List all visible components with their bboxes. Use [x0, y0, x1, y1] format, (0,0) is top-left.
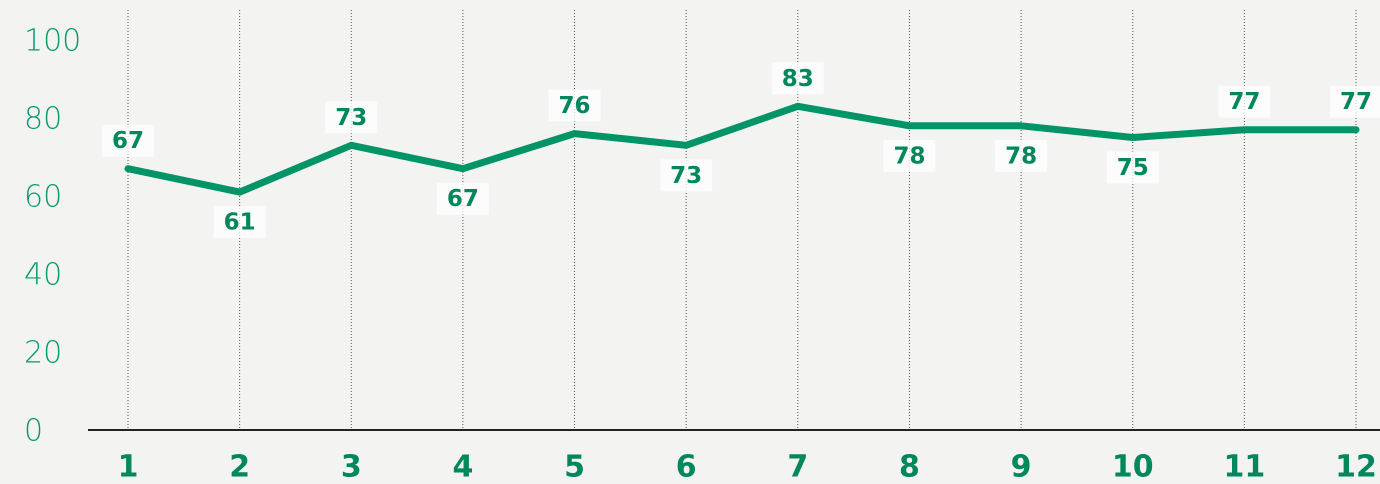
- data-label: 78: [893, 143, 925, 169]
- data-label-bg: [1218, 85, 1271, 118]
- data-label-group: 61: [213, 206, 266, 239]
- y-tick-label: 0: [24, 414, 43, 449]
- x-tick-label: 9: [1011, 450, 1032, 484]
- data-label-group: 78: [995, 139, 1048, 172]
- data-label: 73: [670, 163, 702, 189]
- data-label-bg: [1330, 85, 1380, 118]
- data-label: 67: [112, 128, 144, 154]
- data-label-bg: [102, 124, 154, 157]
- data-label-bg: [771, 62, 824, 95]
- data-label-group: 78: [883, 139, 936, 172]
- data-label: 76: [559, 93, 591, 119]
- line: [124, 102, 1360, 196]
- data-label-group: 83: [771, 62, 824, 95]
- y-tick-label: 40: [24, 258, 62, 293]
- data-label-bg: [995, 139, 1048, 172]
- data-label-group: 73: [325, 101, 378, 134]
- data-label-bg: [548, 89, 601, 122]
- x-tick-label: 8: [899, 450, 920, 484]
- x-tick-label: 11: [1223, 450, 1265, 484]
- x-tick-label: 1: [118, 450, 139, 484]
- data-label: 77: [1228, 89, 1260, 115]
- y-tick-label: 60: [24, 180, 62, 215]
- data-label-group: 67: [436, 182, 489, 215]
- data-label: 83: [782, 66, 814, 92]
- data-label-group: 77: [1330, 85, 1380, 118]
- x-tick-label: 6: [676, 450, 697, 484]
- x-tick-label: 12: [1335, 450, 1377, 484]
- data-label-bg: [436, 182, 489, 215]
- data-label: 67: [447, 186, 479, 212]
- data-label-group: 75: [1106, 151, 1159, 184]
- x-tick-label: 10: [1112, 450, 1154, 484]
- data-label: 78: [1005, 143, 1037, 169]
- data-label-bg: [213, 206, 266, 239]
- data-label: 73: [335, 105, 367, 131]
- x-tick-label: 7: [787, 450, 808, 484]
- x-tick-label: 3: [341, 450, 362, 484]
- y-tick-label: 80: [24, 102, 62, 137]
- y-tick-label: 100: [24, 24, 81, 59]
- data-label-bg: [883, 139, 936, 172]
- x-tick-label: 2: [229, 450, 250, 484]
- data-label: 77: [1340, 89, 1372, 115]
- data-label-bg: [1106, 151, 1159, 184]
- x-tick-label: 4: [452, 450, 473, 484]
- y-tick-label: 20: [24, 336, 62, 371]
- data-label-group: 73: [660, 159, 713, 192]
- data-label-bg: [325, 101, 378, 134]
- data-label-group: 77: [1218, 85, 1271, 118]
- data-label-bg: [660, 159, 713, 192]
- x-tick-label: 5: [564, 450, 585, 484]
- data-label: 75: [1117, 155, 1149, 181]
- data-label-group: 76: [548, 89, 601, 122]
- data-label-group: 67: [102, 124, 154, 157]
- data-label: 61: [224, 210, 256, 236]
